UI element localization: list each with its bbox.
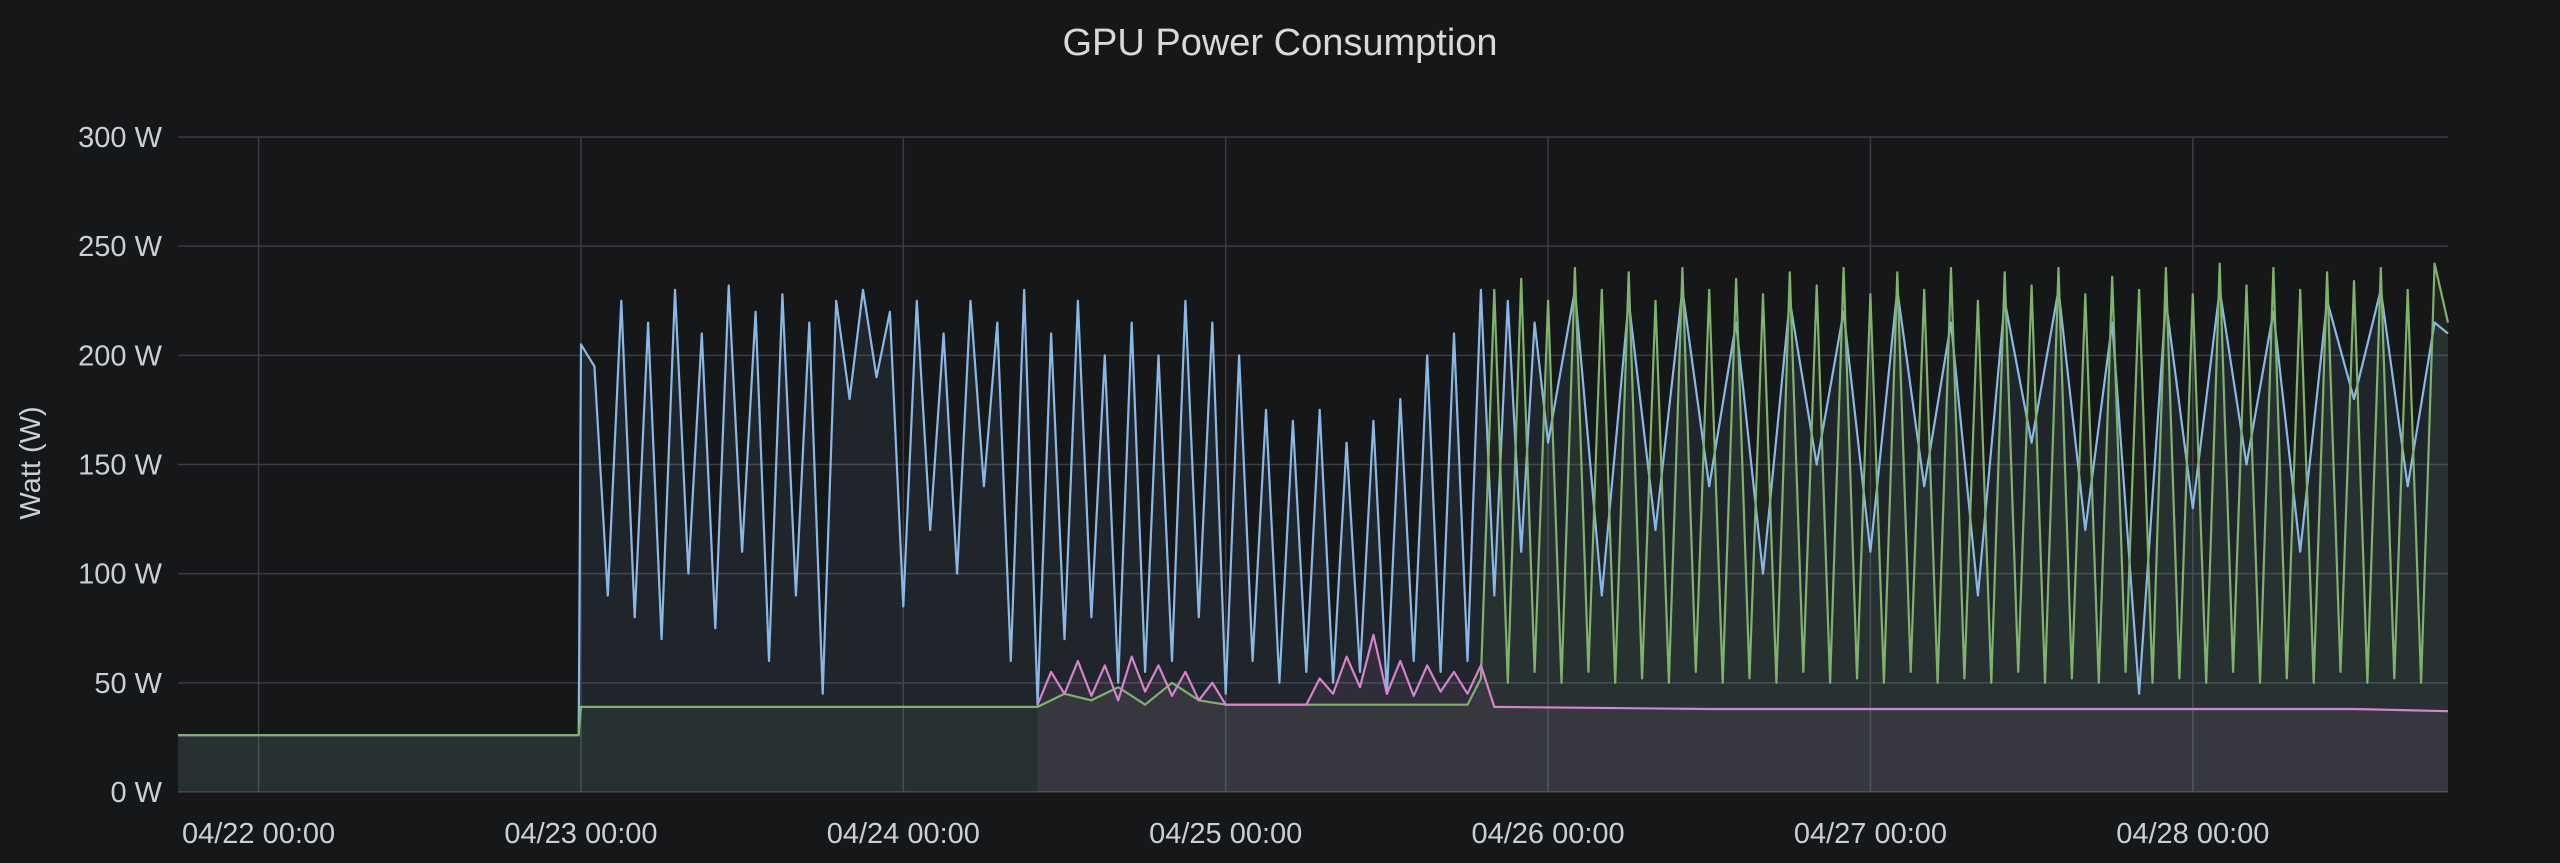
y-axis-label: Watt (W) bbox=[15, 406, 47, 519]
x-tick-label: 04/28 00:00 bbox=[2116, 818, 2269, 850]
series-3-area bbox=[1037, 634, 2448, 792]
x-tick-label: 04/22 00:00 bbox=[182, 818, 335, 850]
series-1-line bbox=[178, 284, 2449, 737]
x-tick-label: 04/24 00:00 bbox=[827, 818, 980, 850]
x-tick-label: 04/26 00:00 bbox=[1471, 818, 1624, 850]
x-tick-label: 04/23 00:00 bbox=[504, 818, 657, 850]
y-tick-label: 100 W bbox=[78, 559, 162, 591]
series-3-line bbox=[1036, 633, 2449, 713]
series-1-area bbox=[178, 285, 2448, 792]
y-tick-label: 200 W bbox=[78, 340, 162, 372]
series-2-area bbox=[178, 263, 2448, 793]
x-tick-label: 04/27 00:00 bbox=[1794, 818, 1947, 850]
y-tick-label: 50 W bbox=[94, 668, 162, 700]
series-layer bbox=[178, 262, 2450, 737]
y-tick-label: 0 W bbox=[110, 777, 162, 809]
area-fill-layer bbox=[178, 263, 2448, 793]
series-2-line bbox=[178, 262, 2450, 737]
x-tick-label: 04/25 00:00 bbox=[1149, 818, 1302, 850]
chart-title: GPU Power Consumption bbox=[1062, 22, 1498, 64]
y-tick-label: 150 W bbox=[78, 450, 162, 482]
axis-layer: 0 W 50 W 100 W 150 W 200 W 250 W 300 W 04/22 00… bbox=[78, 122, 2269, 850]
y-tick-label: 300 W bbox=[78, 122, 162, 154]
y-tick-label: 250 W bbox=[78, 231, 162, 263]
